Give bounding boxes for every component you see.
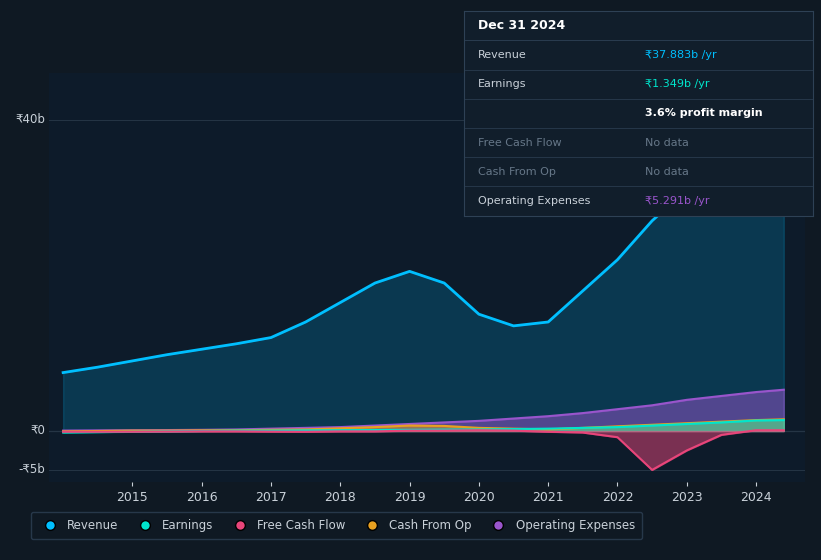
Text: 3.6% profit margin: 3.6% profit margin [645, 109, 763, 118]
Text: ₹37.883b /yr: ₹37.883b /yr [645, 50, 717, 60]
Text: ₹40b: ₹40b [16, 113, 45, 126]
Legend: Revenue, Earnings, Free Cash Flow, Cash From Op, Operating Expenses: Revenue, Earnings, Free Cash Flow, Cash … [30, 512, 642, 539]
Text: Free Cash Flow: Free Cash Flow [478, 138, 562, 148]
Text: -₹5b: -₹5b [19, 464, 45, 477]
Text: Revenue: Revenue [478, 50, 526, 60]
Text: Dec 31 2024: Dec 31 2024 [478, 19, 565, 32]
Text: ₹5.291b /yr: ₹5.291b /yr [645, 196, 710, 206]
Text: ₹0: ₹0 [30, 424, 45, 437]
Text: No data: No data [645, 138, 689, 148]
Text: Earnings: Earnings [478, 79, 526, 89]
Text: No data: No data [645, 167, 689, 177]
Text: Operating Expenses: Operating Expenses [478, 196, 590, 206]
Text: ₹1.349b /yr: ₹1.349b /yr [645, 79, 710, 89]
Text: Cash From Op: Cash From Op [478, 167, 556, 177]
